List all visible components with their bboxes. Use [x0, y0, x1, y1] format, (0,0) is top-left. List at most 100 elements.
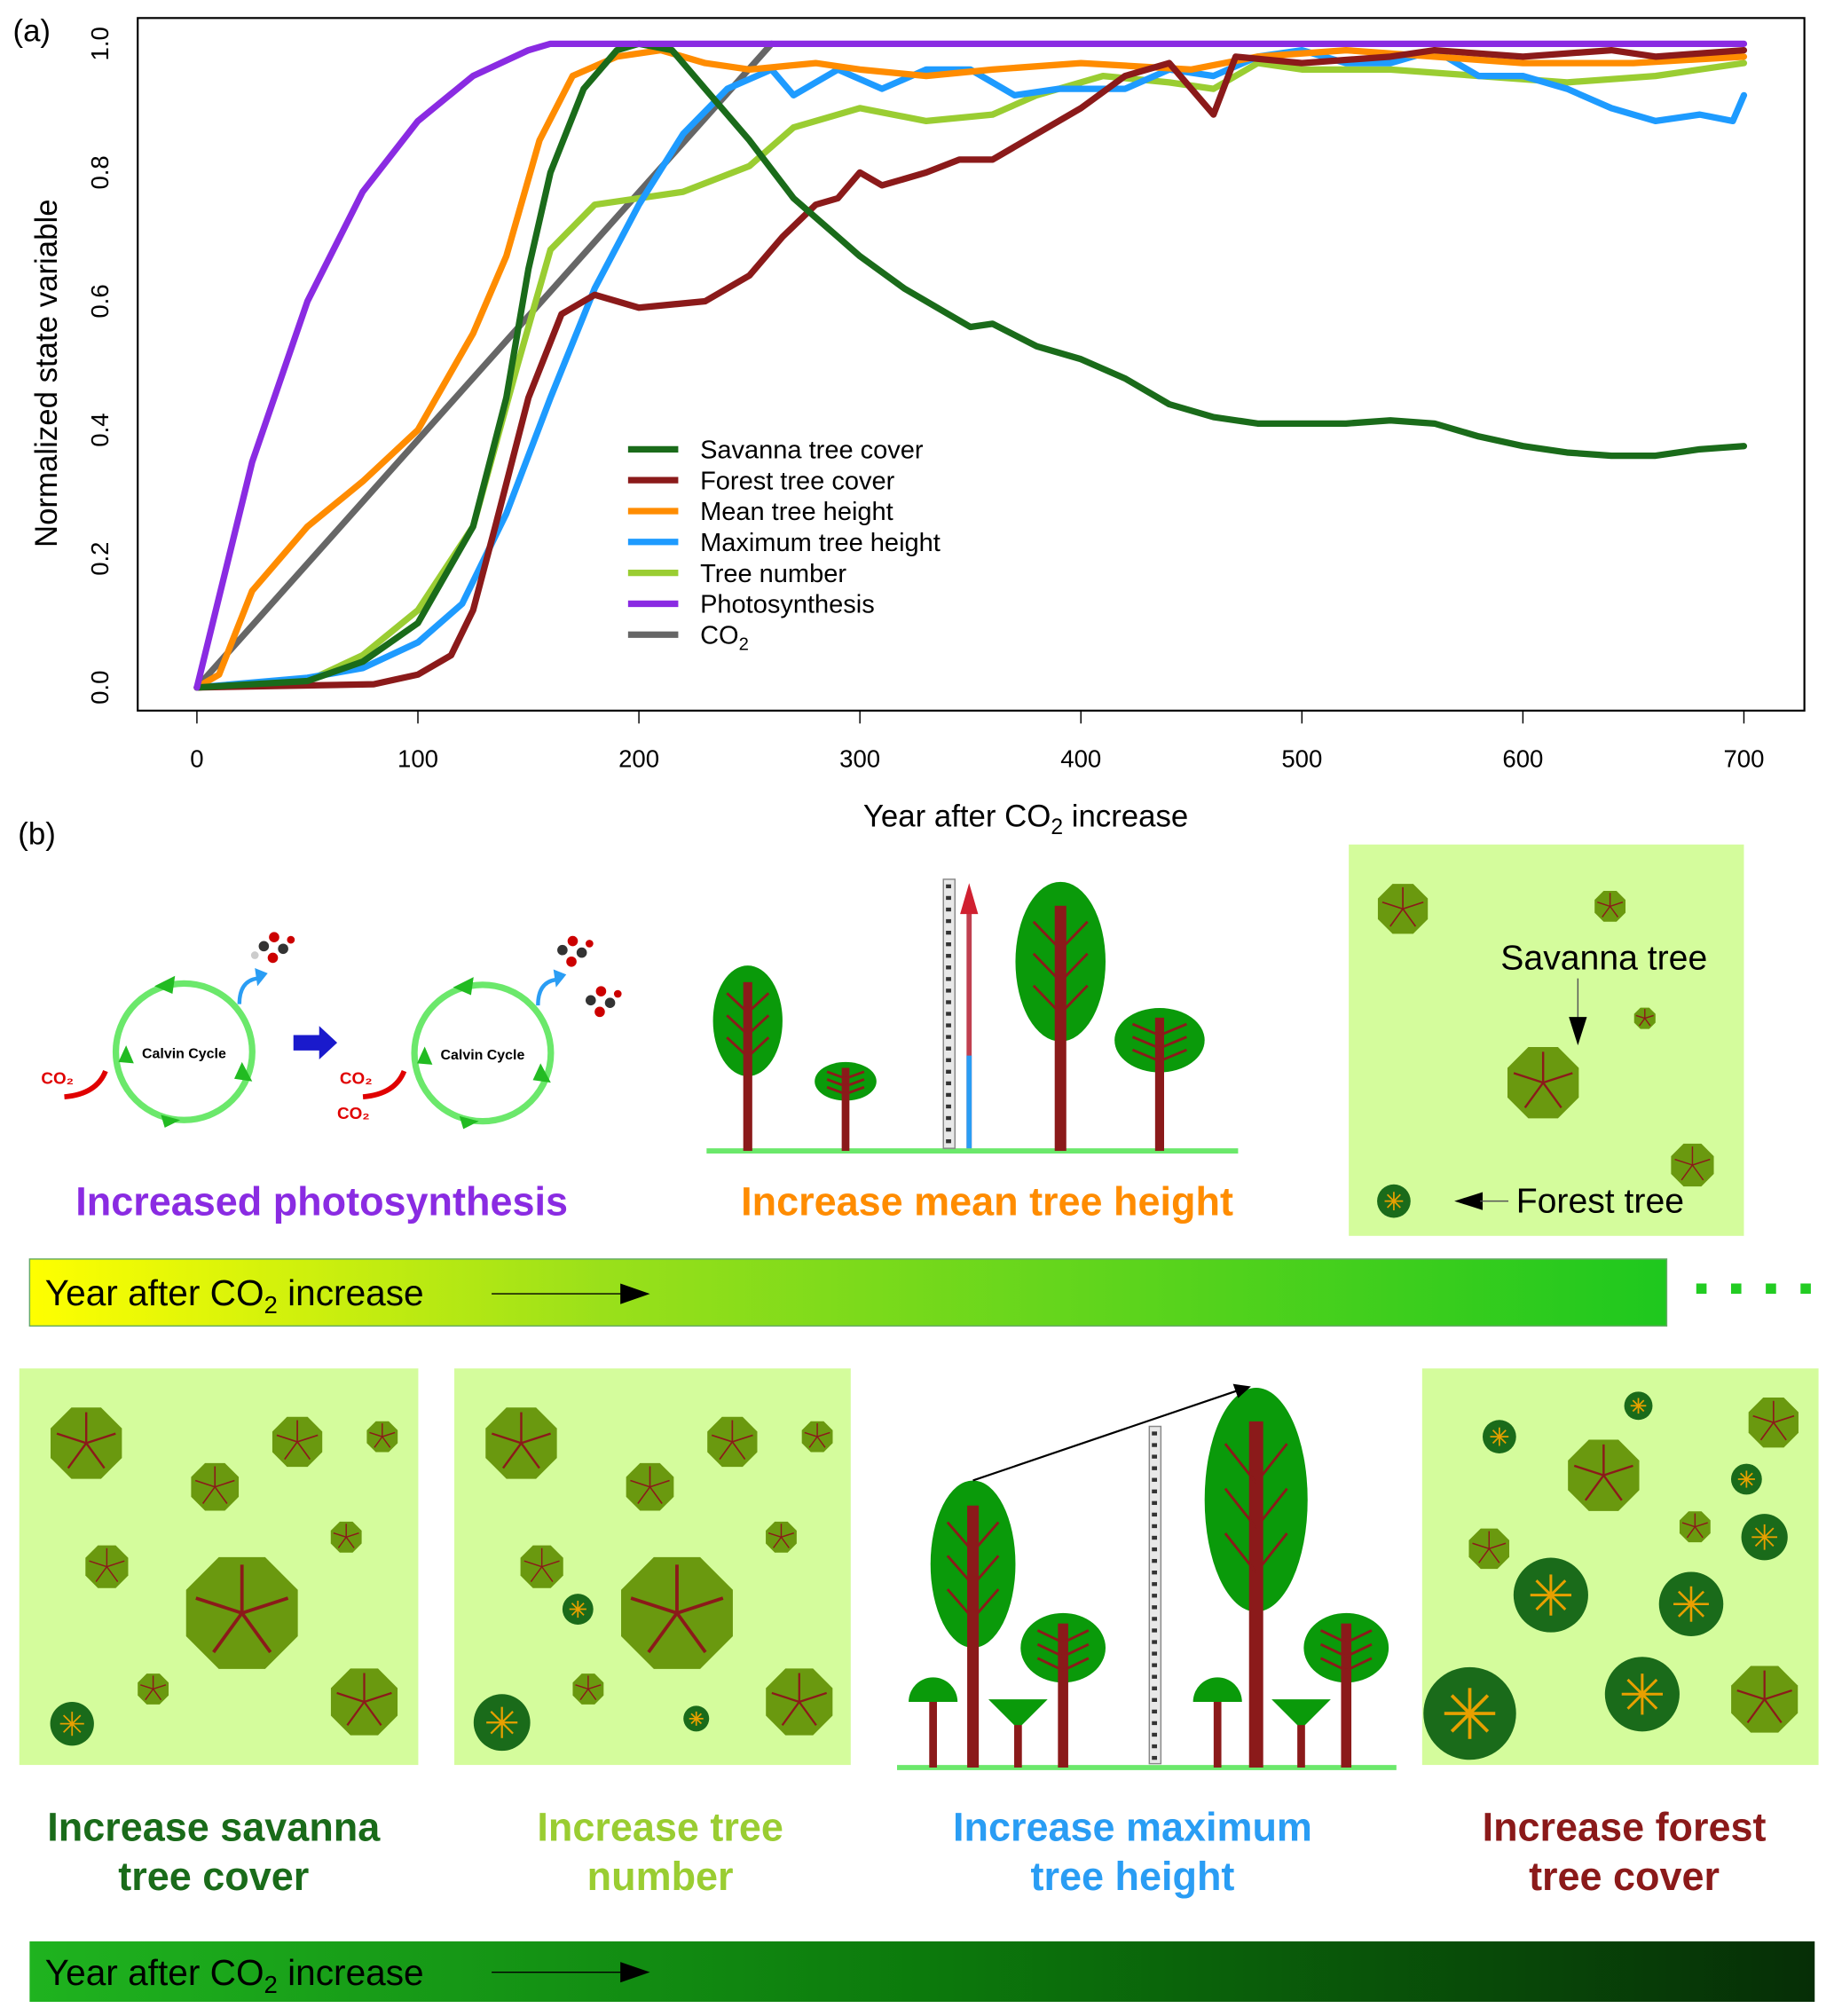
tree-icon: [1303, 1612, 1389, 1768]
series-line-mean-tree-height: [193, 46, 1748, 691]
cone-tree-icon: [988, 1699, 1048, 1768]
savanna-tree-icon: [51, 1407, 122, 1479]
savanna-tree-icon: [1568, 1439, 1640, 1511]
arrow-head: [1454, 1192, 1484, 1210]
legend-label: Forest tree cover: [700, 467, 895, 495]
series-line-photosynthesis: [193, 40, 1748, 691]
max-height-arrow: [972, 1388, 1243, 1482]
x-tick-label: 500: [1281, 745, 1322, 773]
calvin-cycle-label: Calvin Cycle: [441, 1048, 525, 1063]
savanna-tree-icon: [626, 1462, 674, 1511]
glucose-molecule-icon: [557, 935, 594, 967]
forest-tree-icon: [1624, 1391, 1653, 1421]
calvin-cycle-before: Calvin Cycle CO₂: [41, 932, 295, 1128]
savanna-tree-icon: [801, 1421, 833, 1453]
savanna-tree-label: Savanna tree: [1500, 939, 1707, 977]
y-tick-label: 0.2: [86, 542, 114, 576]
legend-label: Savanna tree cover: [700, 436, 924, 464]
legend-label: Tree number: [700, 560, 846, 588]
co2-label: CO₂: [340, 1069, 373, 1088]
caption-line2: tree cover: [118, 1854, 309, 1899]
measuring-staff-icon: [1148, 1425, 1162, 1765]
tree-icon: [815, 1061, 877, 1152]
y-tick-label: 1.0: [86, 27, 114, 60]
forest-tree-icon: [683, 1705, 710, 1732]
caption-line2: tree height: [1031, 1854, 1235, 1899]
y-tick-label: 0.0: [86, 671, 114, 705]
x-tick-label: 0: [190, 745, 203, 773]
caption-line1: Increase tree: [537, 1805, 783, 1850]
x-tick-label: 600: [1502, 745, 1543, 773]
forest-tree-icon: [1377, 1184, 1411, 1218]
calvin-cycle-after: Calvin Cycle CO₂ CO₂: [337, 935, 622, 1130]
x-tick-label: 300: [839, 745, 880, 773]
savanna-tree-icon: [1377, 884, 1429, 934]
umbrella-tree-icon: [909, 1677, 958, 1768]
glucose-molecule-icon: [250, 932, 295, 964]
arrow-head: [1569, 1017, 1587, 1046]
forest-tree-icon: [50, 1701, 94, 1746]
series-line-forest-tree-cover: [193, 46, 1748, 691]
x-tick-label: 700: [1723, 745, 1764, 773]
forest-tree-icon: [1604, 1657, 1680, 1732]
timeline-label: Year after CO2 increase: [45, 1952, 424, 1998]
legend-label: Maximum tree height: [700, 529, 941, 557]
forest-tree-icon: [1658, 1571, 1724, 1637]
tree-icon: [712, 965, 783, 1152]
plot-frame: [137, 17, 1806, 712]
tree-icon: [1020, 1612, 1106, 1768]
savanna-tree-icon: [1507, 1046, 1579, 1119]
savanna-tree-icon: [621, 1556, 733, 1669]
caption-line1: Increase maximum: [953, 1805, 1312, 1850]
chart-legend: Savanna tree cover Forest tree cover Mean …: [627, 436, 941, 655]
panel-label-b: (b): [18, 817, 56, 852]
forest-tree-icon: [1730, 1463, 1762, 1495]
chart-series: [193, 40, 1748, 691]
savanna-tree-icon: [1679, 1511, 1711, 1543]
savanna-tree-icon: [272, 1416, 323, 1468]
legend-label: CO2: [700, 621, 749, 654]
y-axis-title: Normalized state variable: [29, 199, 64, 547]
x-axis-title: Year after CO2 increase: [863, 799, 1188, 839]
savanna-tree-icon: [191, 1462, 240, 1511]
savanna-tree-icon: [485, 1407, 557, 1479]
timeline-label: Year after CO2 increase: [45, 1272, 424, 1319]
x-axis: 0 100 200 300 400 500 600 700: [190, 710, 1764, 773]
measuring-staff-icon: [942, 878, 956, 1149]
savanna-tree-icon: [1468, 1528, 1510, 1570]
savanna-tree-icon: [766, 1521, 797, 1553]
max-height-illustration: [897, 1383, 1397, 1770]
legend-label: Mean tree height: [700, 498, 893, 526]
co2-label: CO₂: [41, 1069, 74, 1088]
forest-tree-icon: [473, 1694, 531, 1752]
savanna-tree-icon: [572, 1673, 604, 1705]
x-tick-label: 400: [1060, 745, 1101, 773]
y-tick-label: 0.6: [86, 284, 114, 318]
cone-tree-icon: [1271, 1699, 1331, 1768]
tree-icon: [930, 1480, 1016, 1768]
caption-line1: Increase savanna: [47, 1805, 381, 1850]
savanna-tree-icon: [707, 1416, 758, 1468]
series-line-savanna-tree-cover: [193, 40, 1748, 691]
forest-tree-icon: [1741, 1514, 1788, 1561]
savanna-tree-icon: [85, 1545, 129, 1588]
forest-tree-icon: [1483, 1420, 1516, 1453]
series-line-maximum-tree-height: [193, 46, 1748, 691]
caption-line1: Increase forest: [1483, 1805, 1767, 1850]
glucose-molecule-icon: [585, 986, 622, 1018]
caption-line2: number: [587, 1854, 734, 1899]
savanna-tree-icon: [1594, 890, 1626, 922]
x-tick-label: 200: [618, 745, 659, 773]
forest-tree-label: Forest tree: [1516, 1183, 1684, 1221]
forest-tree-icon: [1423, 1666, 1516, 1760]
tree-icon: [1204, 1387, 1308, 1768]
tree-height-illustration: [706, 878, 1239, 1154]
savanna-tree-icon: [520, 1545, 563, 1588]
blue-arrow-icon: [293, 1026, 338, 1060]
tree-icon: [1114, 1008, 1205, 1152]
caption-line2: tree cover: [1529, 1854, 1720, 1899]
savanna-tree-icon: [366, 1421, 398, 1453]
savanna-tree-icon: [1671, 1143, 1714, 1187]
x-tick-label: 100: [397, 745, 438, 773]
